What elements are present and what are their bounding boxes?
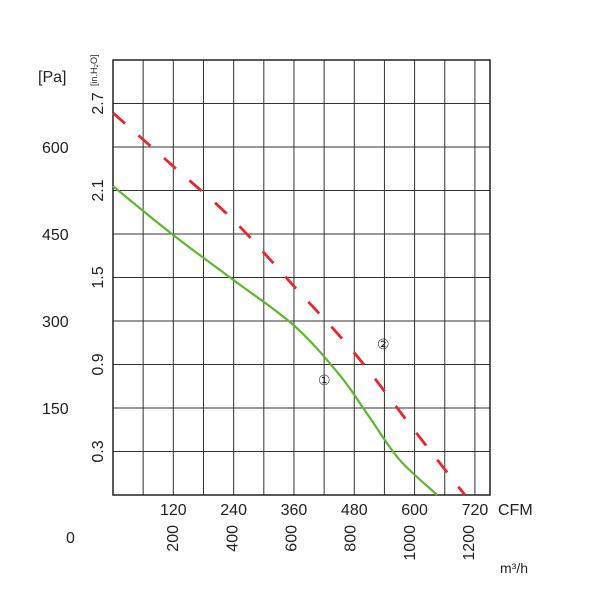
m3h-tick-label: 1000	[402, 525, 419, 561]
cfm-tick-label: 480	[341, 502, 368, 519]
m3h-tick-label: 600	[284, 525, 301, 552]
cfm-tick-label: 120	[160, 502, 187, 519]
series-1-line	[112, 185, 438, 496]
m3h-tick-label: 400	[224, 525, 241, 552]
m3h-tick-label: 1200	[461, 525, 478, 561]
curves	[112, 111, 467, 496]
m3h-tick-label: 200	[165, 525, 182, 552]
origin-label: 0	[66, 530, 75, 547]
x-unit-cfm: CFM	[498, 502, 533, 519]
cfm-tick-label: 240	[220, 502, 247, 519]
inh2o-tick-labels: 0.3 0.9 1.5 2.1 2.7	[90, 92, 107, 462]
cfm-tick-label: 600	[401, 502, 428, 519]
series-2-line	[112, 111, 467, 496]
pa-tick-labels: 150 300 450 600	[42, 140, 69, 418]
cfm-tick-label: 360	[281, 502, 308, 519]
inh2o-tick-label: 1.5	[90, 266, 107, 288]
m3h-tick-label: 800	[343, 525, 360, 552]
pa-tick-label: 300	[42, 314, 69, 331]
x-unit-m3h: m³/h	[500, 560, 528, 576]
pa-tick-label: 600	[42, 140, 69, 157]
m3h-tick-labels: 200 400 600 800 1000 1200	[165, 525, 478, 561]
inh2o-tick-label: 2.7	[90, 92, 107, 114]
pa-tick-label: 450	[42, 227, 69, 244]
plot-frame	[112, 59, 491, 496]
cfm-tick-labels: 120 240 360 480 600 720	[160, 502, 488, 519]
curve-1-marker: ①	[318, 373, 331, 389]
inh2o-tick-label: 0.9	[90, 353, 107, 375]
curve-2-marker: ②	[377, 337, 390, 353]
inh2o-tick-label: 0.3	[90, 440, 107, 462]
y-unit-pa: [Pa]	[38, 69, 66, 86]
inh2o-tick-label: 2.1	[90, 179, 107, 201]
pa-tick-label: 150	[42, 401, 69, 418]
y-unit-inh2o: [in.H₂O]	[89, 55, 99, 87]
cfm-tick-label: 720	[462, 502, 489, 519]
grid	[113, 60, 490, 495]
